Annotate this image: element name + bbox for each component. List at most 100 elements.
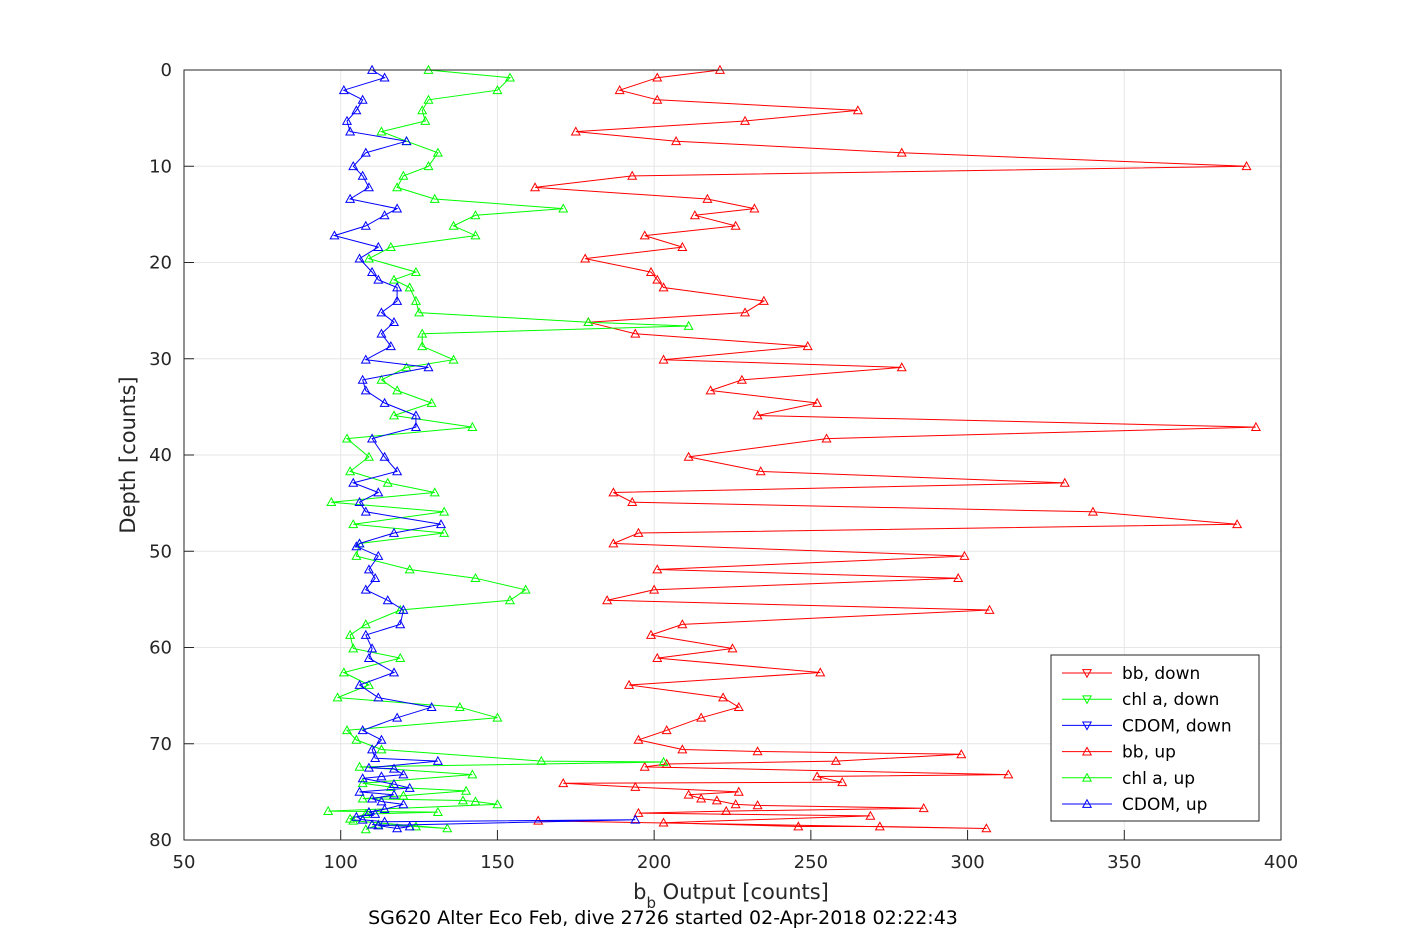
data-point xyxy=(388,316,400,327)
data-point xyxy=(388,763,400,773)
data-point xyxy=(432,147,443,157)
data-point xyxy=(385,241,396,251)
y-tick-label: 10 xyxy=(149,156,172,177)
series-line-chl-a-up xyxy=(328,69,689,830)
data-point xyxy=(624,679,635,689)
data-point xyxy=(417,105,428,115)
data-point xyxy=(354,761,365,771)
data-point xyxy=(392,466,403,476)
data-point xyxy=(454,701,465,712)
data-point xyxy=(398,170,409,180)
data-point xyxy=(388,789,400,799)
legend: bb, down chl a, down CDOM, down bb, up chl a… xyxy=(1050,654,1260,822)
data-point xyxy=(953,572,964,583)
data-point xyxy=(332,692,343,702)
data-point xyxy=(956,749,967,759)
data-point xyxy=(652,72,663,82)
data-point xyxy=(633,807,644,817)
legend-label: CDOM, down xyxy=(1122,716,1232,736)
data-point xyxy=(758,295,769,305)
data-point xyxy=(442,823,453,833)
data-point xyxy=(367,266,378,276)
data-point xyxy=(812,771,823,781)
data-point xyxy=(382,595,393,605)
x-axis-title: bb Output [counts] xyxy=(633,880,829,912)
data-point xyxy=(348,161,359,171)
data-point xyxy=(367,643,378,653)
data-point xyxy=(627,496,638,507)
data-point xyxy=(739,307,751,317)
data-point xyxy=(345,629,356,639)
data-point xyxy=(470,796,481,806)
data-point xyxy=(852,105,863,115)
data-point xyxy=(410,266,421,276)
data-point xyxy=(404,564,415,574)
y-tick-label: 80 xyxy=(149,830,172,851)
data-point xyxy=(388,527,400,537)
data-point xyxy=(395,619,406,629)
data-point xyxy=(401,362,412,372)
data-point xyxy=(410,421,421,431)
data-point xyxy=(357,777,368,788)
data-point xyxy=(492,84,503,95)
data-point xyxy=(376,796,387,806)
data-point xyxy=(373,692,384,702)
data-point xyxy=(639,761,650,771)
data-point xyxy=(370,572,381,583)
plot-series xyxy=(323,64,1261,834)
data-point xyxy=(354,679,365,689)
data-point xyxy=(392,823,403,833)
data-point xyxy=(652,564,663,574)
data-point xyxy=(376,307,387,317)
data-point xyxy=(395,652,406,662)
series-cdom-up xyxy=(329,64,641,833)
data-point xyxy=(376,771,387,781)
data-point xyxy=(429,487,440,497)
data-point xyxy=(896,362,907,372)
data-point xyxy=(354,496,365,507)
data-point xyxy=(683,789,694,799)
data-point xyxy=(376,374,387,384)
data-point xyxy=(363,182,374,192)
data-point xyxy=(323,805,334,815)
data-point xyxy=(661,725,672,735)
data-point xyxy=(504,595,516,605)
data-point xyxy=(410,821,421,831)
data-point xyxy=(1087,506,1098,516)
data-point xyxy=(755,466,766,476)
data-point xyxy=(379,803,390,814)
data-point xyxy=(558,203,569,213)
data-point xyxy=(874,821,885,831)
legend-entry-chl-a-down: chl a, down xyxy=(1062,690,1219,710)
data-point xyxy=(630,328,641,338)
data-point xyxy=(683,451,694,461)
data-point xyxy=(683,320,694,330)
data-point xyxy=(363,652,374,662)
data-point xyxy=(752,800,763,810)
legend-marker xyxy=(1081,798,1093,808)
y-axis-ticks: 0 10 20 30 40 50 60 70 80 xyxy=(149,60,194,851)
data-point xyxy=(432,755,443,765)
data-point xyxy=(373,274,384,284)
data-point xyxy=(404,782,415,792)
legend-entry-bb-down: bb, down xyxy=(1062,664,1200,684)
legend-entry-cdom-down: CDOM, down xyxy=(1062,716,1232,736)
data-point xyxy=(379,72,390,82)
data-point xyxy=(363,253,374,263)
data-point xyxy=(630,814,641,824)
data-point xyxy=(392,182,403,192)
data-point xyxy=(583,316,594,327)
data-point xyxy=(423,161,434,171)
data-point xyxy=(802,341,813,351)
data-point xyxy=(351,541,362,551)
data-point xyxy=(837,777,848,787)
series-chl-a-up xyxy=(323,64,694,834)
data-point xyxy=(602,595,613,605)
data-point xyxy=(739,115,751,125)
data-point xyxy=(504,72,516,82)
x-tick-label: 250 xyxy=(794,852,828,873)
data-point xyxy=(1003,769,1014,779)
data-point xyxy=(733,786,744,796)
data-point xyxy=(570,126,581,136)
